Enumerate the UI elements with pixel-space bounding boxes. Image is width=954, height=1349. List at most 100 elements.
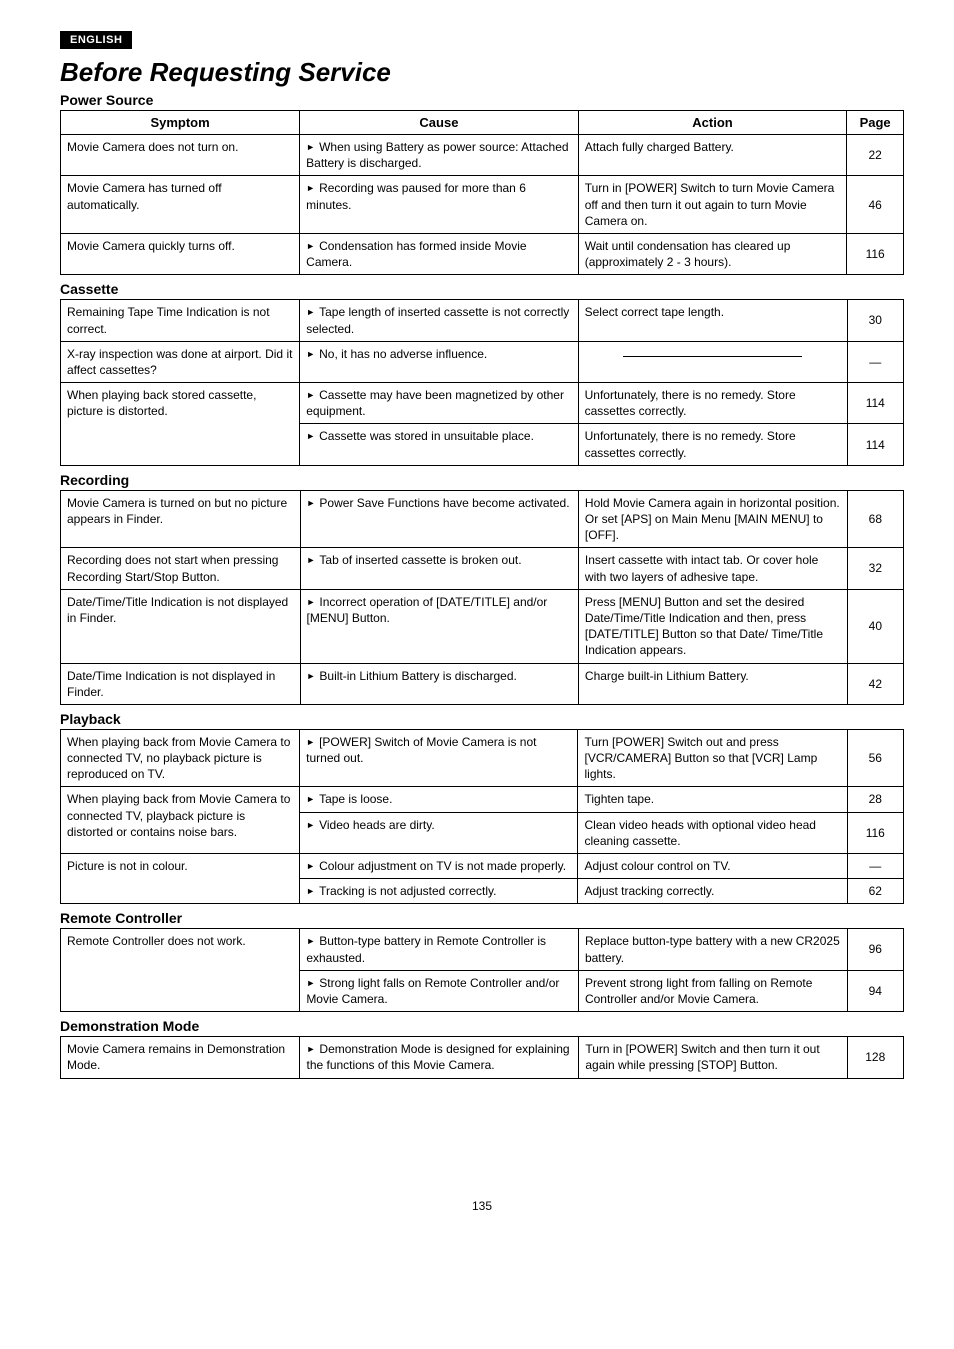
table-row: Date/Time/Title Indication is not displa… bbox=[61, 589, 904, 663]
page-number: 135 bbox=[60, 1199, 904, 1213]
section-title: Recording bbox=[60, 472, 904, 488]
cell-symptom: Movie Camera has turned off automaticall… bbox=[61, 176, 300, 234]
arrow-icon bbox=[306, 818, 319, 832]
cell-page: 116 bbox=[847, 812, 903, 853]
sections-container: Power SourceSymptomCauseActionPageMovie … bbox=[60, 92, 904, 1079]
troubleshoot-table: Remote Controller does not work.Button-t… bbox=[60, 928, 904, 1012]
cell-page: 22 bbox=[847, 135, 904, 176]
arrow-icon bbox=[306, 934, 319, 948]
cell-cause: Strong light falls on Remote Controller … bbox=[300, 970, 579, 1011]
cell-action: Tighten tape. bbox=[578, 787, 847, 812]
arrow-icon bbox=[306, 735, 319, 749]
cell-action: Select correct tape length. bbox=[578, 300, 847, 341]
cell-page: 116 bbox=[847, 233, 904, 274]
cell-page: 62 bbox=[847, 879, 903, 904]
arrow-icon bbox=[306, 347, 319, 361]
cell-page: 30 bbox=[847, 300, 903, 341]
cell-action: Turn [POWER] Switch out and press [VCR/C… bbox=[578, 729, 847, 787]
table-row: X-ray inspection was done at airport. Di… bbox=[61, 341, 904, 382]
troubleshoot-table: Remaining Tape Time Indication is not co… bbox=[60, 299, 904, 466]
cell-action: Unfortunately, there is no remedy. Store… bbox=[578, 383, 847, 424]
cell-action: Turn in [POWER] Switch to turn Movie Cam… bbox=[578, 176, 847, 234]
cell-cause: Demonstration Mode is designed for expla… bbox=[300, 1037, 579, 1078]
cell-symptom: When playing back from Movie Camera to c… bbox=[61, 729, 300, 787]
section-title: Playback bbox=[60, 711, 904, 727]
cell-symptom: Picture is not in colour. bbox=[61, 854, 300, 904]
arrow-icon bbox=[306, 1042, 319, 1056]
page-wrap: ENGLISH Before Requesting Service Power … bbox=[60, 30, 904, 1213]
arrow-icon bbox=[306, 859, 319, 873]
troubleshoot-table: Movie Camera remains in Demonstration Mo… bbox=[60, 1036, 904, 1078]
cell-action: Clean video heads with optional video he… bbox=[578, 812, 847, 853]
arrow-icon bbox=[307, 553, 320, 567]
cell-action: Adjust tracking correctly. bbox=[578, 879, 847, 904]
cell-symptom: Movie Camera remains in Demonstration Mo… bbox=[61, 1037, 300, 1078]
arrow-icon bbox=[306, 792, 319, 806]
troubleshoot-table: SymptomCauseActionPageMovie Camera does … bbox=[60, 110, 904, 275]
cell-cause: Cassette was stored in unsuitable place. bbox=[300, 424, 578, 465]
arrow-icon bbox=[306, 305, 319, 319]
table-row: Date/Time Indication is not displayed in… bbox=[61, 663, 904, 704]
cell-symptom: Remaining Tape Time Indication is not co… bbox=[61, 300, 300, 341]
cell-action: Press [MENU] Button and set the desired … bbox=[578, 589, 847, 663]
cell-cause: No, it has no adverse influence. bbox=[300, 341, 578, 382]
cell-symptom: Date/Time Indication is not displayed in… bbox=[61, 663, 301, 704]
troubleshoot-table: When playing back from Movie Camera to c… bbox=[60, 729, 904, 905]
cell-action bbox=[578, 341, 847, 382]
cell-page: 96 bbox=[847, 929, 903, 970]
cell-cause: Video heads are dirty. bbox=[300, 812, 578, 853]
cell-cause: When using Battery as power source: Atta… bbox=[300, 135, 579, 176]
arrow-icon bbox=[306, 239, 319, 253]
cell-symptom: Recording does not start when pressing R… bbox=[61, 548, 301, 589]
cell-page: — bbox=[847, 854, 903, 879]
arrow-icon bbox=[307, 669, 320, 683]
table-row: Remaining Tape Time Indication is not co… bbox=[61, 300, 904, 341]
cell-action: Turn in [POWER] Switch and then turn it … bbox=[579, 1037, 847, 1078]
cell-page: 42 bbox=[847, 663, 903, 704]
table-header-cause: Cause bbox=[300, 111, 579, 135]
cell-page: 114 bbox=[847, 383, 903, 424]
arrow-icon bbox=[306, 388, 319, 402]
arrow-icon bbox=[306, 884, 319, 898]
cell-cause: Power Save Functions have become activat… bbox=[300, 490, 578, 548]
table-row: Movie Camera remains in Demonstration Mo… bbox=[61, 1037, 904, 1078]
page-title: Before Requesting Service bbox=[60, 57, 904, 88]
cell-symptom: Movie Camera quickly turns off. bbox=[61, 233, 300, 274]
table-header-action: Action bbox=[578, 111, 847, 135]
table-row: Recording does not start when pressing R… bbox=[61, 548, 904, 589]
cell-cause: Condensation has formed inside Movie Cam… bbox=[300, 233, 579, 274]
cell-action: Charge built-in Lithium Battery. bbox=[578, 663, 847, 704]
cell-page: — bbox=[847, 341, 903, 382]
cell-cause: Recording was paused for more than 6 min… bbox=[300, 176, 579, 234]
cell-action: Prevent strong light from falling on Rem… bbox=[578, 970, 847, 1011]
table-row: Movie Camera has turned off automaticall… bbox=[61, 176, 904, 234]
section-title: Remote Controller bbox=[60, 910, 904, 926]
arrow-icon bbox=[306, 140, 319, 154]
cell-cause: Built-in Lithium Battery is discharged. bbox=[300, 663, 578, 704]
cell-cause: Tape length of inserted cassette is not … bbox=[300, 300, 578, 341]
table-row: Movie Camera does not turn on.When using… bbox=[61, 135, 904, 176]
table-row: Movie Camera quickly turns off.Condensat… bbox=[61, 233, 904, 274]
table-header-symptom: Symptom bbox=[61, 111, 300, 135]
section-title: Cassette bbox=[60, 281, 904, 297]
cell-symptom: Movie Camera is turned on but no picture… bbox=[61, 490, 301, 548]
table-row: Remote Controller does not work.Button-t… bbox=[61, 929, 904, 970]
cell-page: 94 bbox=[847, 970, 903, 1011]
cell-cause: Cassette may have been magnetized by oth… bbox=[300, 383, 578, 424]
cell-cause: [POWER] Switch of Movie Camera is not tu… bbox=[300, 729, 578, 787]
cell-page: 128 bbox=[847, 1037, 903, 1078]
table-header-page: Page bbox=[847, 111, 904, 135]
cell-page: 28 bbox=[847, 787, 903, 812]
cell-action: Insert cassette with intact tab. Or cove… bbox=[578, 548, 847, 589]
table-row: When playing back from Movie Camera to c… bbox=[61, 787, 904, 812]
cell-cause: Colour adjustment on TV is not made prop… bbox=[300, 854, 578, 879]
cell-symptom: When playing back from Movie Camera to c… bbox=[61, 787, 300, 854]
cell-symptom: X-ray inspection was done at airport. Di… bbox=[61, 341, 300, 382]
cell-symptom: Date/Time/Title Indication is not displa… bbox=[61, 589, 301, 663]
table-row: Picture is not in colour.Colour adjustme… bbox=[61, 854, 904, 879]
troubleshoot-table: Movie Camera is turned on but no picture… bbox=[60, 490, 904, 705]
cell-symptom: Movie Camera does not turn on. bbox=[61, 135, 300, 176]
cell-page: 32 bbox=[847, 548, 903, 589]
cell-cause: Incorrect operation of [DATE/TITLE] and/… bbox=[300, 589, 578, 663]
cell-page: 68 bbox=[847, 490, 903, 548]
